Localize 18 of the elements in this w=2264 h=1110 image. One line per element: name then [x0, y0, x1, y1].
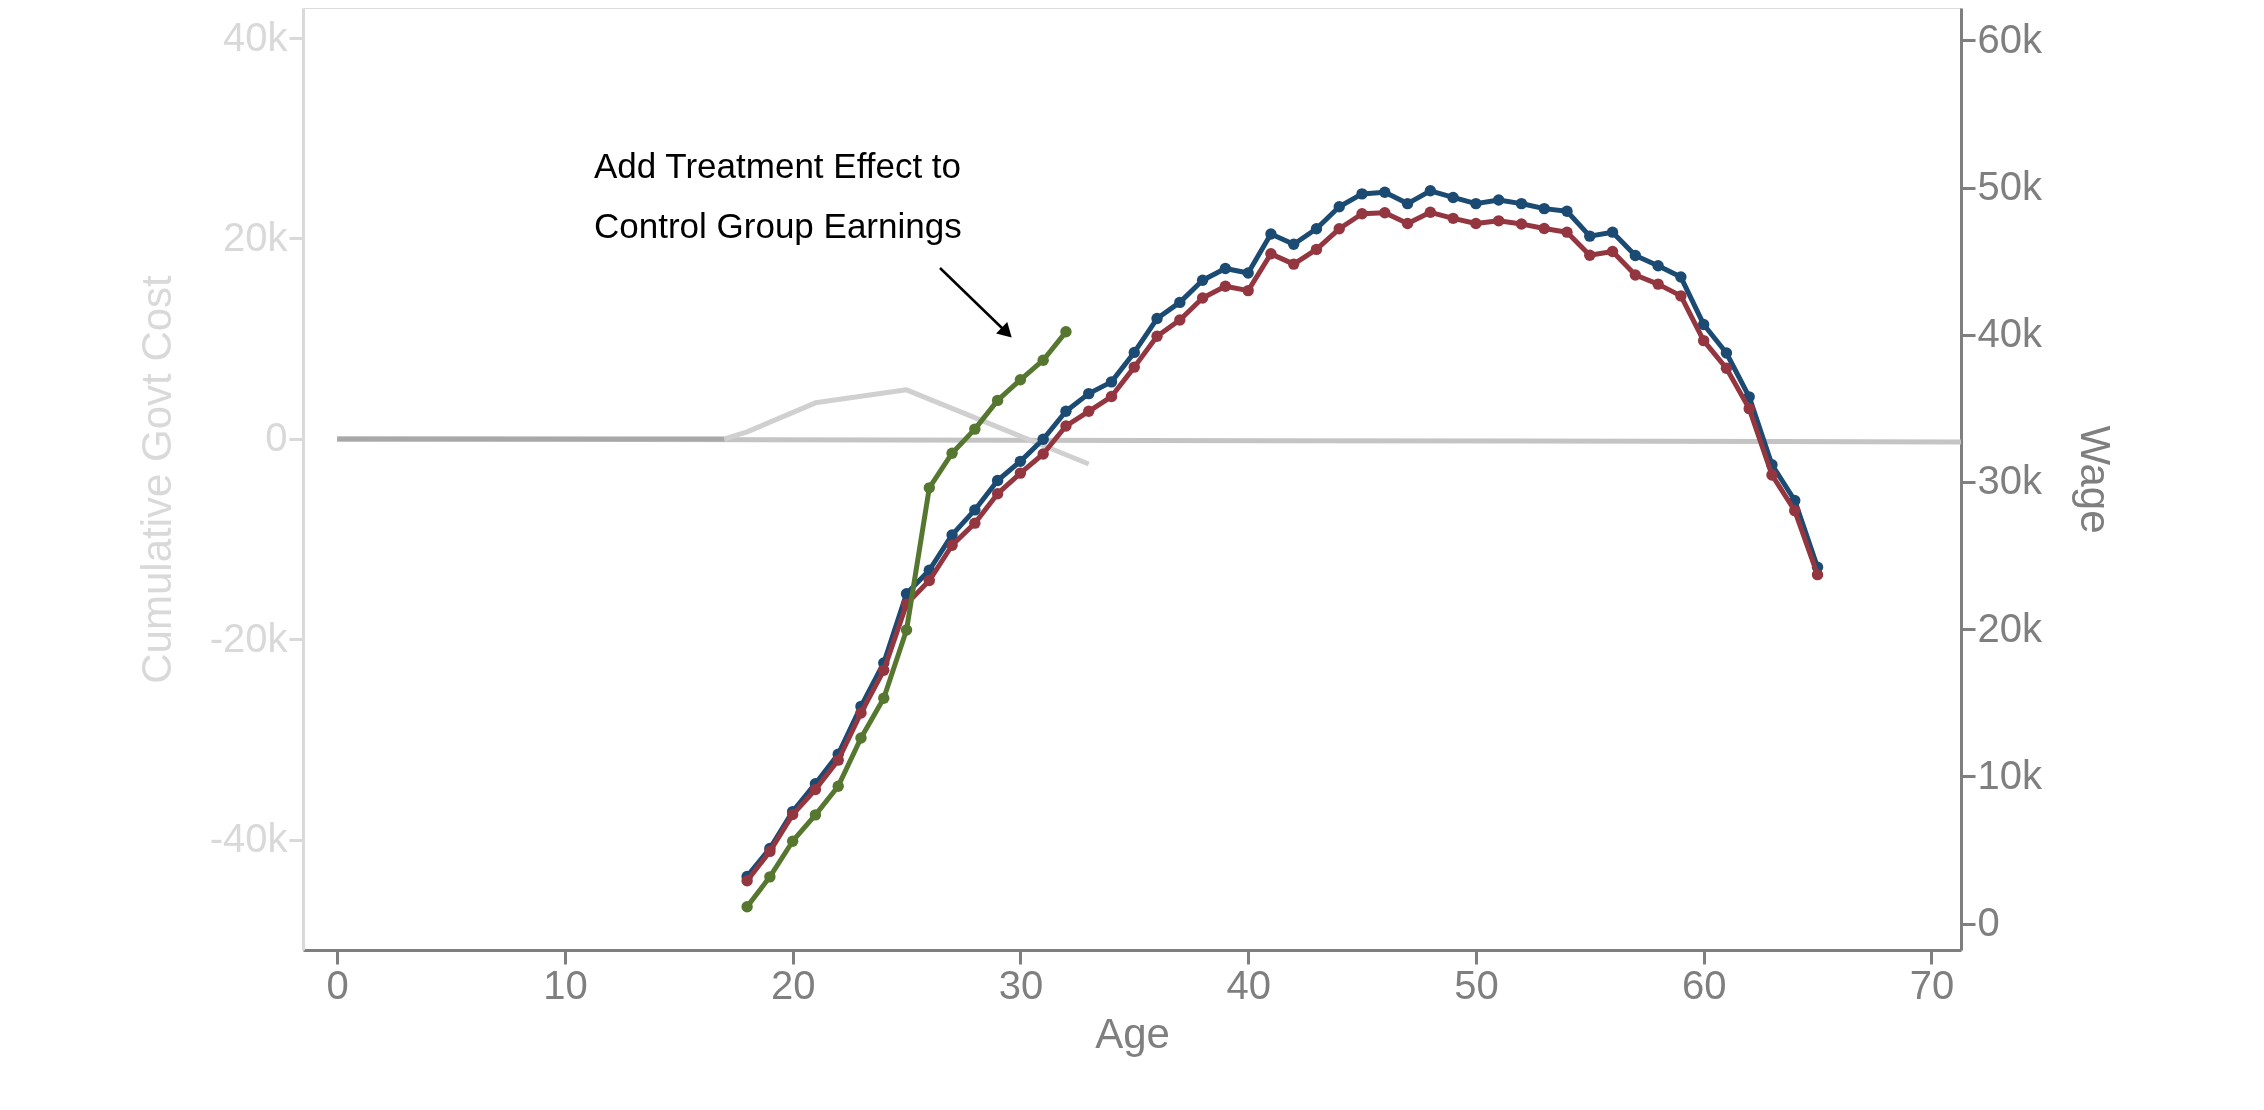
- x-tick-label: 10: [543, 962, 588, 1007]
- y2-tick-label: 30k: [1977, 458, 2043, 503]
- x-tick-label: 40: [1226, 962, 1271, 1007]
- x-tick-label: 50: [1454, 962, 1499, 1007]
- annotation: Add Treatment Effect to Control Group Earnings: [594, 146, 962, 245]
- y2-tick-label: 10k: [1977, 752, 2043, 797]
- y2-tick-label: 0: [1977, 900, 2000, 945]
- y2-tick-label: 60k: [1977, 16, 2043, 61]
- y2-tick-label: 50k: [1977, 164, 2043, 209]
- y2-tick-label: 20k: [1977, 605, 2043, 650]
- x-tick-label: 0: [326, 962, 349, 1007]
- x-tick-label: 70: [1909, 962, 1955, 1007]
- x-tick-label: 30: [998, 962, 1044, 1007]
- x-tick-label: 60: [1681, 962, 1727, 1007]
- y2-axis-title: Wage: [2071, 425, 2119, 534]
- x-tick-label: 20: [770, 962, 816, 1007]
- x-axis-title: Age: [1095, 1009, 1170, 1057]
- y2-tick-label: 40k: [1977, 311, 2043, 356]
